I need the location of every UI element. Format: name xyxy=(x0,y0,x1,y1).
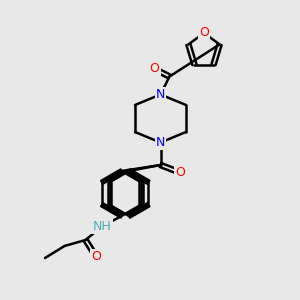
Text: O: O xyxy=(175,166,185,179)
Text: O: O xyxy=(91,250,101,263)
Text: NH: NH xyxy=(93,220,111,233)
Text: O: O xyxy=(150,62,159,76)
Text: O: O xyxy=(199,26,209,40)
Text: N: N xyxy=(156,136,165,149)
Text: N: N xyxy=(156,88,165,101)
